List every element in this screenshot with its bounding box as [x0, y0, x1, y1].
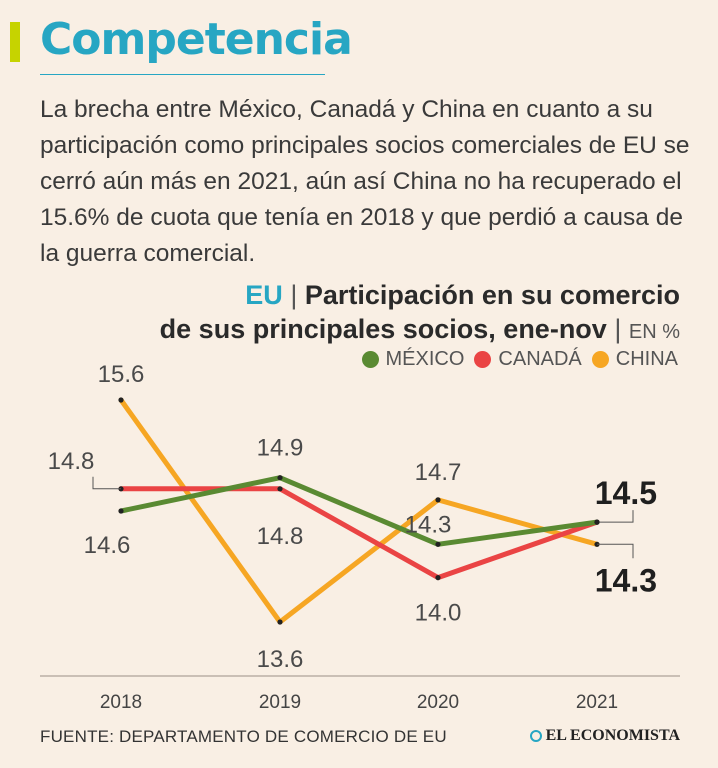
data-label-0-2: 14.3	[405, 511, 452, 538]
legend-swatch-2	[591, 351, 609, 368]
chart-title: EU | Participación en su comercio de sus…	[160, 278, 680, 349]
data-point-0-2	[435, 541, 441, 547]
intro-paragraph: La brecha entre México, Canadá y China e…	[40, 96, 690, 267]
leader-line-2-3	[597, 543, 634, 559]
leader-line-0-3	[597, 510, 634, 523]
x-tick-label-3: 2021	[576, 692, 618, 713]
data-point-1-1	[277, 486, 283, 492]
data-label-0-3: 14.5	[595, 475, 657, 511]
chart-title-text-1: Participación en su comercio	[304, 280, 680, 310]
data-point-0-0	[118, 508, 124, 514]
data-label-2-3: 14.3	[595, 562, 657, 598]
brand-name: EL ECONOMISTA	[545, 727, 680, 744]
data-point-2-1	[277, 619, 283, 625]
brand-logo: EL ECONOMISTA	[529, 727, 680, 745]
data-label-0-0: 14.6	[84, 532, 131, 559]
source-note: FUENTE: DEPARTAMENTO DE COMERCIO DE EU	[40, 727, 447, 746]
x-tick-label-0: 2018	[100, 692, 142, 713]
x-tick-label-1: 2019	[259, 692, 301, 713]
data-label-1-2: 14.0	[415, 600, 462, 627]
chart-legend: MÉXICO CANADÁ CHINA	[361, 348, 678, 371]
series-line-0	[118, 475, 600, 547]
chart-title-text-2: de sus principales socios, ene-nov	[159, 314, 607, 344]
chart-unit: EN %	[628, 321, 680, 343]
headline: Competencia	[40, 14, 353, 65]
data-label-1-0: 14.8	[48, 448, 95, 475]
legend-swatch-1	[474, 351, 492, 368]
legend-item-0: MÉXICO	[361, 348, 465, 371]
headline-accent-bar	[10, 22, 20, 62]
data-point-1-3	[594, 519, 600, 525]
x-tick-label-2: 2020	[417, 692, 459, 713]
data-label-0-1: 14.9	[257, 435, 304, 462]
chart-title-separator-2: |	[614, 314, 622, 344]
legend-swatch-0	[361, 351, 379, 368]
data-label-1-1: 14.8	[257, 523, 304, 550]
legend-label-1: CANADÁ	[498, 348, 582, 370]
chart-title-line-2: de sus principales socios, ene-nov | EN …	[160, 312, 680, 349]
legend-item-2: CHINA	[591, 348, 678, 371]
chart-title-line-1: EU | Participación en su comercio	[160, 278, 680, 312]
headline-underline	[40, 74, 325, 75]
brand-icon	[529, 730, 542, 742]
chart-title-country: EU	[245, 280, 283, 310]
legend-label-0: MÉXICO	[385, 348, 465, 370]
data-point-2-0	[118, 397, 124, 403]
data-point-1-2	[435, 575, 441, 581]
legend-item-1: CANADÁ	[474, 348, 582, 371]
data-label-2-0: 15.6	[98, 361, 145, 388]
leader-line-1-0	[92, 476, 121, 490]
chart-title-separator: |	[290, 280, 298, 310]
series-line-1	[118, 486, 600, 581]
series-line-2	[118, 397, 600, 625]
data-label-2-2: 14.7	[415, 459, 462, 486]
data-point-2-2	[435, 497, 441, 503]
legend-label-2: CHINA	[615, 348, 678, 370]
data-point-0-1	[277, 475, 283, 481]
data-label-2-1: 13.6	[257, 646, 304, 673]
